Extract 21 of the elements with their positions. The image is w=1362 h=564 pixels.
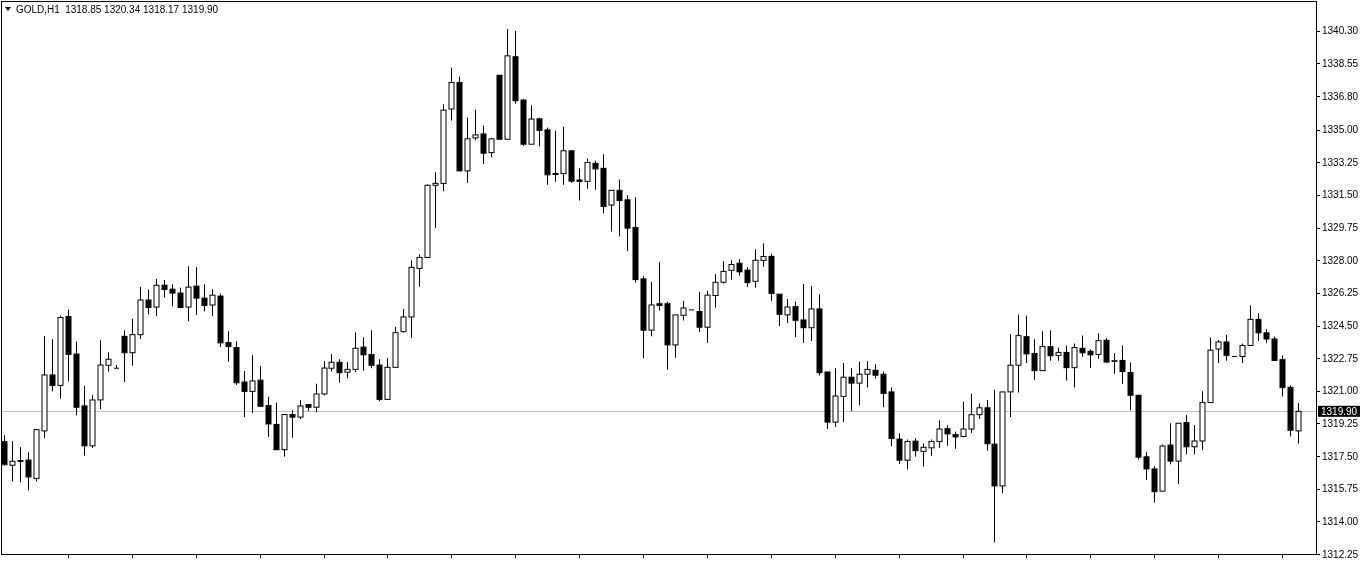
y-tick-label: 1338.55	[1322, 57, 1359, 69]
y-tick-label: 1324.50	[1322, 320, 1359, 332]
y-tick-label: 1326.25	[1322, 287, 1359, 299]
candlestick	[113, 364, 120, 369]
chart-subtitle: 1318.85 1320.34 1318.17 1319.90	[65, 3, 219, 15]
y-tick-label: 1315.75	[1322, 483, 1359, 495]
y-tick-label: 1333.25	[1322, 156, 1359, 168]
y-tick-label: 1314.00	[1322, 515, 1359, 527]
y-tick-label: 1335.00	[1322, 124, 1359, 136]
y-tick-label: 1329.75	[1322, 222, 1359, 234]
y-tick-label: 1321.00	[1322, 385, 1359, 397]
y-tick-label: 1322.75	[1322, 352, 1359, 364]
y-tick-label: 1328.00	[1322, 254, 1359, 266]
ref-line-label: 1319.90	[1321, 405, 1358, 417]
y-tick-label: 1317.50	[1322, 450, 1359, 462]
y-tick-label: 1312.25	[1322, 548, 1359, 560]
y-tick-label: 1331.50	[1322, 189, 1359, 201]
y-tick-label: 1319.25	[1322, 417, 1359, 429]
chart-title: GOLD,H1	[16, 3, 60, 15]
y-tick-label: 1340.30	[1322, 25, 1359, 37]
y-tick-label: 1336.80	[1322, 90, 1359, 102]
